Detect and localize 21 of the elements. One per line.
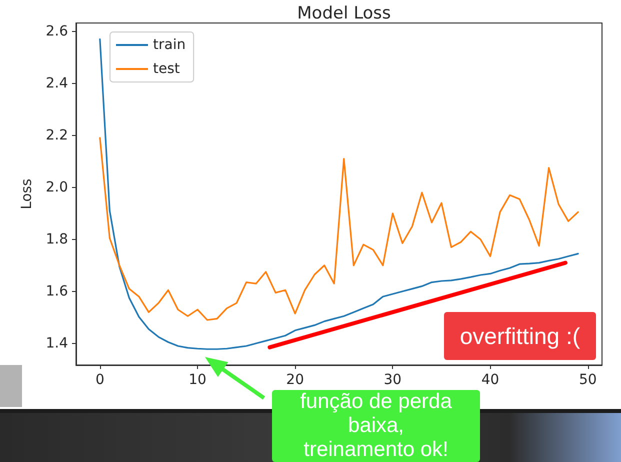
y-tick-label: 2.2 xyxy=(46,127,68,144)
line-series xyxy=(99,38,579,350)
text: função de perda baixa, treinamento ok! xyxy=(272,390,480,462)
y-tick-label: 1.8 xyxy=(46,231,68,248)
y-tick-label: 1.4 xyxy=(46,335,68,352)
y-axis-title: Loss xyxy=(19,178,35,210)
chart-title: Model Loss xyxy=(297,4,392,24)
x-tick-label: 20 xyxy=(286,372,304,388)
line-series xyxy=(99,137,579,321)
x-tick-label: 10 xyxy=(188,372,206,388)
y-tick-label: 2.0 xyxy=(46,179,68,196)
y-tick-label: 1.6 xyxy=(46,283,68,300)
x-tick-label: 0 xyxy=(95,372,104,388)
x-tick-label: 40 xyxy=(481,372,500,388)
x-tick-label: 50 xyxy=(578,372,597,388)
legend-label: train xyxy=(153,37,186,53)
x-tick-label: 30 xyxy=(384,372,402,388)
y-tick-label: 2.6 xyxy=(46,23,68,40)
y-tick-label: 2.4 xyxy=(46,75,68,92)
annotation: overfitting :( xyxy=(444,312,596,360)
legend-label: test xyxy=(153,61,180,77)
